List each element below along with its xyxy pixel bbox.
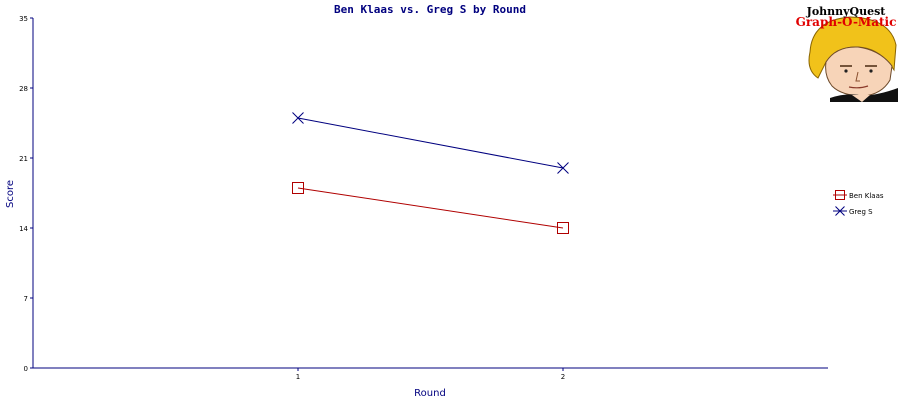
x-tick-label: 1: [296, 373, 300, 381]
y-axis-label: Score: [5, 180, 16, 208]
logo: JohnnyQuest Graph-O-Matic: [796, 5, 898, 102]
data-point-0: [292, 182, 304, 194]
logo-text-top: JohnnyQuest: [806, 5, 887, 18]
y-tick-label: 7: [24, 295, 28, 303]
legend-label-1: Greg S: [849, 208, 873, 216]
data-point-0: [557, 222, 569, 234]
x-axis-label: Round: [414, 388, 446, 399]
y-tick-label: 35: [19, 15, 28, 23]
boy-face-icon: [800, 16, 898, 102]
data-point-1: [292, 112, 304, 124]
series-line-0: [297, 187, 564, 229]
y-tick-label: 28: [19, 85, 28, 93]
x-tick-label: 2: [561, 373, 565, 381]
series-line-1: [297, 117, 564, 169]
data-point-1: [557, 162, 569, 174]
legend-marker-1: [835, 206, 845, 216]
series-layer: [292, 112, 569, 234]
legend-label-0: Ben Klaas: [849, 192, 884, 200]
chart-title: Ben Klaas vs. Greg S by Round: [334, 3, 526, 16]
legend-marker-0: [835, 190, 845, 200]
y-tick-label: 21: [19, 155, 28, 163]
y-tick-label: 0: [24, 365, 28, 373]
legend: Ben Klaas Greg S: [833, 190, 884, 216]
y-tick-label: 14: [19, 225, 28, 233]
y-ticks: 0 7 14 21 28 35: [19, 15, 33, 373]
logo-text-main: Graph-O-Matic: [796, 15, 897, 29]
